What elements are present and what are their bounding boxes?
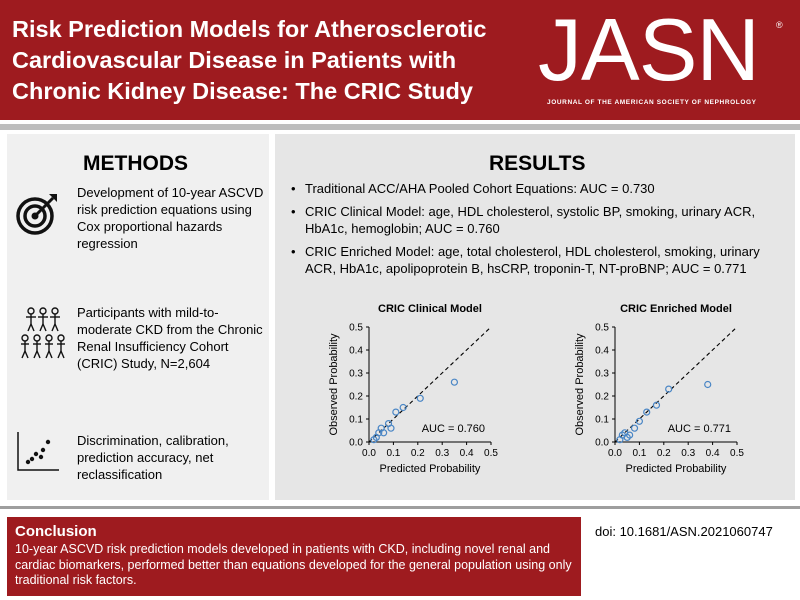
auc-annotation: AUC = 0.760 (422, 423, 485, 435)
results-list: Traditional ACC/AHA Pooled Cohort Equati… (291, 180, 791, 283)
x-axis-label: Predicted Probability (626, 463, 727, 475)
data-point (704, 380, 712, 389)
y-tick-label: 0.0 (595, 438, 609, 449)
x-tick-label: 0.2 (411, 448, 425, 459)
results-bullet: Traditional ACC/AHA Pooled Cohort Equati… (291, 180, 791, 197)
x-tick-label: 0.5 (484, 448, 498, 459)
x-tick-label: 0.2 (657, 448, 671, 459)
y-axis-label: Observed Probability (328, 333, 340, 436)
y-tick-label: 0.5 (349, 323, 363, 334)
people-icon (21, 307, 65, 359)
x-tick-label: 0.3 (435, 448, 449, 459)
x-tick-label: 0.4 (460, 448, 474, 459)
x-tick-label: 0.3 (681, 448, 695, 459)
scatter-plot-icon (17, 432, 59, 471)
x-tick-label: 0.4 (706, 448, 720, 459)
methods-item-text: Development of 10-year ASCVD risk predic… (77, 185, 264, 251)
clinical-calibration-chart: CRIC Clinical Model 0.0 0.1 0.2 0.3 0.4 0.5 0.0… (328, 303, 498, 475)
data-point (665, 385, 673, 393)
data-point (450, 378, 458, 386)
x-tick-label: 0.1 (386, 448, 400, 459)
results-panel: RESULTS Traditional ACC/AHA Pooled Cohor… (275, 134, 795, 500)
data-point (387, 424, 395, 432)
conclusion-title: Conclusion (15, 523, 97, 540)
results-bullet: CRIC Enriched Model: age, total choleste… (291, 243, 791, 277)
doi-text: doi: 10.1681/ASN.2021060747 (595, 524, 773, 539)
data-point (643, 408, 651, 416)
data-point (392, 408, 400, 416)
results-bullet: CRIC Clinical Model: age, HDL cholestero… (291, 203, 791, 237)
y-tick-label: 0.2 (349, 392, 363, 403)
data-point (630, 424, 639, 432)
journal-subtitle: JOURNAL OF THE AMERICAN SOCIETY OF NEPHR… (547, 99, 757, 106)
y-tick-label: 0.3 (349, 369, 363, 380)
chart-title: CRIC Clinical Model (378, 303, 482, 315)
y-tick-label: 0.5 (595, 323, 609, 334)
y-tick-label: 0.3 (595, 369, 609, 380)
data-point (626, 431, 634, 439)
methods-item-text: Participants with mild-to-moderate CKD f… (77, 305, 263, 371)
methods-item-text: Discrimination, calibration, prediction … (77, 433, 229, 482)
data-point (635, 417, 644, 425)
y-tick-label: 0.4 (595, 346, 609, 357)
divider (0, 124, 800, 130)
page-title: Risk Prediction Models for Atherosclerot… (12, 16, 487, 104)
registered-mark: ® (776, 20, 783, 30)
x-tick-label: 0.1 (632, 448, 646, 459)
methods-title: METHODS (83, 152, 188, 175)
divider (0, 506, 800, 509)
y-tick-label: 0.4 (349, 346, 363, 357)
x-tick-label: 0.0 (608, 448, 622, 459)
data-point (416, 394, 424, 402)
conclusion-text: 10-year ASCVD risk prediction models dev… (15, 542, 572, 587)
y-tick-label: 0.1 (349, 415, 363, 426)
y-tick-label: 0.1 (595, 415, 609, 426)
data-point (380, 429, 388, 437)
auc-annotation: AUC = 0.771 (668, 423, 731, 435)
x-tick-label: 0.5 (730, 448, 744, 459)
conclusion-panel: Conclusion 10-year ASCVD risk prediction… (7, 517, 581, 596)
y-tick-label: 0.2 (595, 392, 609, 403)
header-banner: Risk Prediction Models for Atherosclerot… (0, 0, 800, 120)
data-point (652, 401, 661, 409)
methods-panel: METHODS Development of 10-year ASCVD ris… (7, 134, 269, 500)
x-tick-label: 0.0 (362, 448, 376, 459)
y-tick-label: 0.0 (349, 438, 363, 449)
enriched-calibration-chart: CRIC Enriched Model 0.0 0.1 0.2 0.3 0.4 0.5 0.0… (574, 303, 744, 475)
data-point (399, 403, 407, 412)
y-axis-label: Observed Probability (574, 333, 586, 436)
journal-logo: JASN (538, 0, 760, 99)
results-title: RESULTS (489, 152, 586, 175)
chart-title: CRIC Enriched Model (620, 303, 732, 315)
target-icon (16, 194, 57, 235)
x-axis-label: Predicted Probability (380, 463, 481, 475)
